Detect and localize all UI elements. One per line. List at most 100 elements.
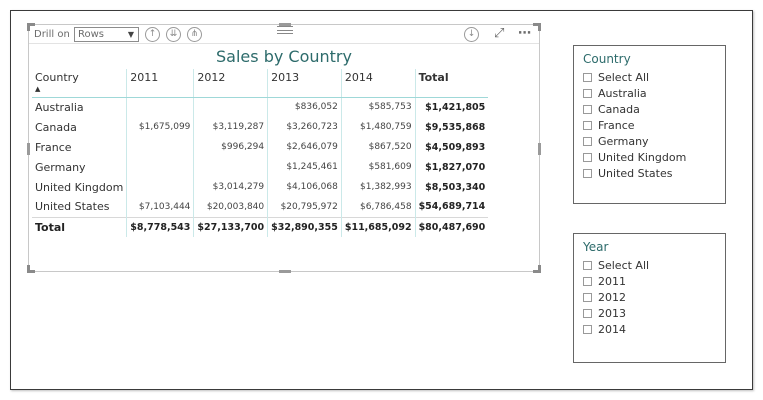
checkbox-icon[interactable] [583,136,592,146]
drill-up-icon[interactable]: ↑ [145,27,160,42]
column-header-2011[interactable]: 2011 [126,69,194,98]
checkbox-icon[interactable] [583,120,592,130]
grand-total-2011: $8,778,543 [126,216,194,237]
table-row: France $996,294 $2,646,079 $867,520 $4,5… [32,137,489,157]
grand-total-2012: $27,133,700 [193,216,268,237]
cell-2013: $20,795,972 [267,197,342,217]
drag-grip-icon[interactable] [277,26,293,34]
slicer-option-australia[interactable]: Australia [583,85,725,101]
resize-handle-left[interactable] [27,143,30,155]
resize-handle-top-left[interactable] [27,23,35,31]
column-header-2014[interactable]: 2014 [340,69,416,98]
year-slicer: Year Select All 2011 2012 2013 2014 [573,233,726,363]
grand-total-2014: $11,685,092 [340,216,416,237]
cell-2012 [193,157,268,177]
cell-2014: $867,520 [340,137,416,157]
cell-total: $8,503,340 [414,177,489,197]
cell-2013: $4,106,068 [267,177,342,197]
slicer-option-france[interactable]: France [583,117,725,133]
checkbox-icon[interactable] [583,260,592,270]
cell-total: $1,827,070 [414,157,489,177]
drill-on-label: Drill on [34,29,70,40]
slicer-option-select-all[interactable]: Select All [583,257,725,273]
resize-handle-bottom-left[interactable] [27,265,35,273]
table-row: Australia $836,052 $585,753 $1,421,805 [32,97,489,117]
checkbox-icon[interactable] [583,276,592,286]
drill-on-value: Rows [78,29,105,40]
cell-2013: $3,260,723 [267,117,342,137]
checkbox-icon[interactable] [583,292,592,302]
cell-2012 [193,97,268,117]
matrix-header-row: Country ▲ 2011 2012 2013 2014 Total [32,69,489,98]
column-header-country[interactable]: Country ▲ [32,69,127,98]
resize-handle-top[interactable] [279,23,291,26]
caret-down-icon: ▼ [127,30,134,39]
slicer-option-select-all[interactable]: Select All [583,69,725,85]
checkbox-icon[interactable] [583,324,592,334]
table-row: United Kingdom $3,014,279 $4,106,068 $1,… [32,177,489,197]
cell-2012: $20,003,840 [193,197,268,217]
checkbox-icon[interactable] [583,308,592,318]
checkbox-icon[interactable] [583,152,592,162]
row-header-country[interactable]: Canada [35,120,77,134]
country-slicer-title: Country [583,52,631,66]
cell-2011 [126,137,194,157]
slicer-option-canada[interactable]: Canada [583,101,725,117]
checkbox-icon[interactable] [583,104,592,114]
row-header-country[interactable]: Australia [35,100,84,114]
checkbox-icon[interactable] [583,88,592,98]
cell-total: $1,421,805 [414,97,489,117]
focus-mode-icon[interactable]: ⤢ [494,26,505,41]
column-header-total[interactable]: Total [414,69,489,98]
download-icon[interactable]: ↓ [464,27,479,42]
cell-2014: $1,382,993 [340,177,416,197]
checkbox-icon[interactable] [583,168,592,178]
table-row: Canada $1,675,099 $3,119,287 $3,260,723 … [32,117,489,137]
column-header-2012[interactable]: 2012 [193,69,268,98]
expand-next-level-icon[interactable]: ⇊ [166,27,181,42]
cell-2011: $7,103,444 [126,197,194,217]
cell-total: $4,509,893 [414,137,489,157]
matrix-visual[interactable]: Drill on Rows ▼ ↑ ⇊ ⋔ ↓ ⤢ ⋯ Sales by Cou… [27,23,541,273]
cell-2011 [126,157,194,177]
slicer-option-2013[interactable]: 2013 [583,305,725,321]
slicer-option-2014[interactable]: 2014 [583,321,725,337]
slicer-option-united-states[interactable]: United States [583,165,725,181]
cell-2014: $581,609 [340,157,416,177]
resize-handle-top-right[interactable] [533,23,541,31]
row-header-country[interactable]: United States [35,200,110,214]
cell-total: $9,535,868 [414,117,489,137]
visual-title: Sales by Country [216,47,352,66]
resize-handle-bottom-right[interactable] [533,265,541,273]
cell-2012: $996,294 [193,137,268,157]
grand-total-label: Total [32,216,127,237]
row-header-country[interactable]: United Kingdom [35,180,124,194]
column-header-2013[interactable]: 2013 [267,69,342,98]
slicer-option-germany[interactable]: Germany [583,133,725,149]
sales-matrix: Country ▲ 2011 2012 2013 2014 Total Aust… [32,69,489,237]
cell-2014: $6,786,458 [340,197,416,217]
row-header-country[interactable]: France [35,140,72,154]
expand-all-icon[interactable]: ⋔ [187,27,202,42]
checkbox-icon[interactable] [583,72,592,82]
slicer-option-2012[interactable]: 2012 [583,289,725,305]
cell-2013: $1,245,461 [267,157,342,177]
cell-total: $54,689,714 [414,197,489,217]
slicer-option-2011[interactable]: 2011 [583,273,725,289]
cell-2012: $3,119,287 [193,117,268,137]
year-slicer-title: Year [583,240,609,254]
resize-handle-right[interactable] [538,143,541,155]
cell-2013: $2,646,079 [267,137,342,157]
cell-2014: $585,753 [340,97,416,117]
row-header-country[interactable]: Germany [35,160,86,174]
drill-on-select[interactable]: Rows ▼ [74,27,139,42]
slicer-option-united-kingdom[interactable]: United Kingdom [583,149,725,165]
grand-total-row: Total $8,778,543 $27,133,700 $32,890,355… [32,216,489,237]
more-options-icon[interactable]: ⋯ [518,26,532,41]
grand-total-total: $80,487,690 [414,216,489,237]
sort-ascending-icon: ▲ [35,85,41,93]
resize-handle-bottom[interactable] [279,270,291,273]
cell-2011 [126,97,194,117]
table-row: United States $7,103,444 $20,003,840 $20… [32,197,489,217]
country-slicer: Country Select All Australia Canada Fran… [573,45,726,204]
